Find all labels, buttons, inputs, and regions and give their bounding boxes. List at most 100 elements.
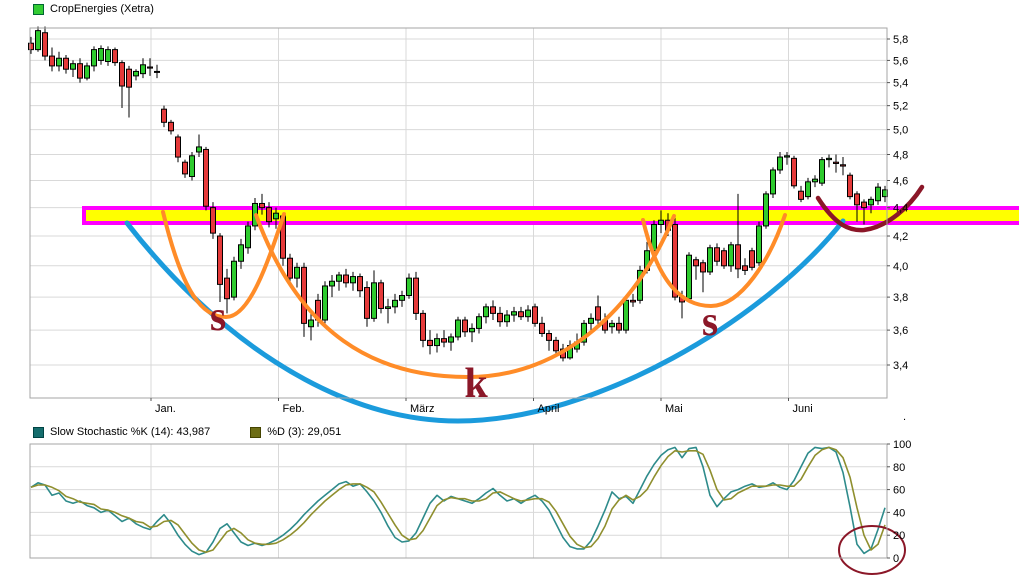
candle-up bbox=[476, 316, 482, 329]
candle-up bbox=[392, 299, 398, 308]
candle-down bbox=[553, 339, 559, 352]
candle-up bbox=[273, 212, 279, 220]
candle-down bbox=[42, 32, 48, 57]
candle-down bbox=[532, 306, 538, 324]
candle-up bbox=[455, 319, 461, 338]
month-axis-label: Jan. bbox=[155, 403, 176, 415]
candle-down bbox=[462, 319, 468, 333]
candle-up bbox=[469, 327, 475, 333]
candle-down bbox=[693, 259, 699, 267]
candle-up bbox=[231, 260, 237, 298]
candle-down bbox=[546, 333, 552, 341]
price-legend: CropEnergies (Xetra) bbox=[33, 3, 154, 15]
darkred-rounding-curve bbox=[815, 184, 925, 233]
candle-up bbox=[805, 181, 811, 198]
resistance-band bbox=[82, 206, 1019, 225]
candle-up bbox=[35, 30, 41, 51]
candle-down bbox=[217, 235, 223, 285]
month-axis-label: Mai bbox=[665, 403, 683, 415]
candle-up bbox=[581, 322, 587, 343]
candle-up bbox=[770, 169, 776, 195]
stoch-k-line bbox=[30, 446, 886, 556]
price-axis-label: 5,4 bbox=[893, 78, 908, 90]
price-panel-border bbox=[29, 27, 888, 399]
candle-up bbox=[189, 155, 195, 178]
candle-up bbox=[84, 65, 90, 79]
candle-down bbox=[791, 157, 797, 187]
stoch-panel-border bbox=[29, 443, 888, 559]
stochastic-legend: Slow Stochastic %K (14): 43,987 %D (3): … bbox=[33, 426, 341, 438]
candle-down bbox=[119, 62, 125, 87]
candle-down bbox=[259, 202, 265, 209]
price-axis-label: 4,2 bbox=[893, 231, 908, 243]
candle-down bbox=[112, 49, 118, 64]
candle-down bbox=[126, 68, 132, 88]
month-axis-label: April bbox=[538, 403, 560, 415]
candle-down bbox=[63, 57, 69, 70]
candle-up bbox=[623, 299, 629, 331]
candle-down bbox=[203, 148, 209, 207]
candle-up bbox=[140, 64, 146, 75]
candle-down bbox=[357, 276, 363, 292]
candle-down bbox=[490, 306, 496, 314]
stoch-axis-label: 100 bbox=[893, 439, 911, 451]
candle-up bbox=[728, 244, 734, 267]
price-axis-label: 4,8 bbox=[893, 150, 908, 162]
candle-down bbox=[539, 322, 545, 335]
orange-head-curve bbox=[254, 213, 676, 380]
candle-down bbox=[714, 247, 720, 262]
pattern-letter-s: s bbox=[210, 294, 226, 340]
candle-up bbox=[245, 225, 251, 249]
stochastic-k-swatch-icon bbox=[33, 426, 44, 438]
candle-up bbox=[875, 186, 881, 202]
candle-down bbox=[182, 161, 188, 175]
candle-up bbox=[756, 225, 762, 264]
price-axis-label: 5,6 bbox=[893, 55, 908, 67]
price-axis-label: 3,4 bbox=[893, 360, 908, 372]
candle-up bbox=[336, 274, 342, 282]
candle-up bbox=[294, 266, 300, 279]
candle-up bbox=[483, 306, 489, 318]
candle-down bbox=[616, 322, 622, 331]
candle-down bbox=[833, 161, 839, 164]
candle-up bbox=[238, 244, 244, 262]
candle-down bbox=[721, 250, 727, 267]
candle-up bbox=[763, 193, 769, 227]
candle-up bbox=[308, 319, 314, 328]
candle-down bbox=[147, 66, 153, 69]
candle-up bbox=[105, 49, 111, 63]
candle-up bbox=[784, 155, 790, 158]
stoch-axis-label: 60 bbox=[893, 485, 905, 497]
candle-up bbox=[819, 159, 825, 184]
candle-down bbox=[854, 193, 860, 206]
candle-down bbox=[497, 312, 503, 323]
candle-down bbox=[266, 207, 272, 223]
candle-down bbox=[175, 136, 181, 158]
candle-up bbox=[826, 157, 832, 161]
price-legend-label: CropEnergies (Xetra) bbox=[50, 3, 154, 15]
candle-down bbox=[420, 312, 426, 341]
candle-up bbox=[385, 306, 391, 309]
candle-up bbox=[448, 336, 454, 343]
candle-down bbox=[427, 339, 433, 347]
price-axis-label: 3,8 bbox=[893, 292, 908, 304]
candle-up bbox=[777, 156, 783, 171]
candle-up bbox=[588, 317, 594, 324]
candle-down bbox=[28, 42, 34, 51]
candle-down bbox=[735, 244, 741, 270]
stochastic-d-swatch-icon bbox=[250, 426, 262, 438]
month-axis-label: März bbox=[410, 403, 434, 415]
price-axis-label: 5,0 bbox=[893, 125, 908, 137]
candle-down bbox=[378, 282, 384, 309]
candle-up bbox=[399, 295, 405, 301]
candle-up bbox=[658, 219, 664, 226]
candle-down bbox=[518, 311, 524, 318]
stoch-axis-label: 20 bbox=[893, 530, 905, 542]
orange-shoulder-left-curve bbox=[161, 210, 286, 320]
candle-down bbox=[413, 277, 419, 314]
pattern-letter-k: k bbox=[464, 361, 488, 407]
candle-up bbox=[322, 285, 328, 321]
stoch-d-line bbox=[30, 446, 886, 554]
candle-up bbox=[98, 48, 104, 61]
orange-shoulder-right-curve bbox=[641, 213, 787, 309]
